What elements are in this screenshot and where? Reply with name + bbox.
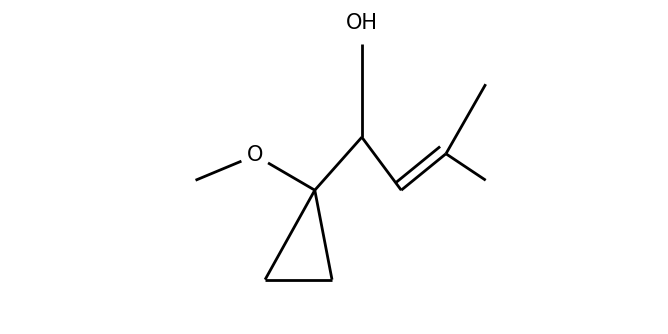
Text: OH: OH: [346, 13, 378, 33]
Text: O: O: [247, 145, 263, 165]
Text: O: O: [247, 145, 263, 165]
